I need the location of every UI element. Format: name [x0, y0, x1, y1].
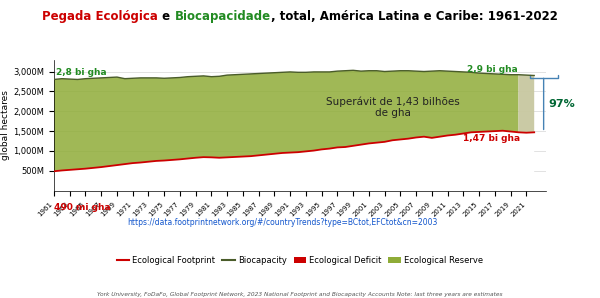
Text: 1,47 bi gha: 1,47 bi gha	[463, 134, 520, 143]
Text: https://data.footprintnetwork.org/#/countryTrends?type=BCtot,EFCtot&cn=2003: https://data.footprintnetwork.org/#/coun…	[127, 218, 437, 227]
Text: Pegada Ecológica: Pegada Ecológica	[43, 10, 158, 24]
Text: Biocapacidade: Biocapacidade	[175, 10, 271, 24]
Text: Superávit de 1,43 bilhões
de gha: Superávit de 1,43 bilhões de gha	[326, 96, 460, 118]
Text: e: e	[158, 10, 175, 24]
Text: 2,9 bi gha: 2,9 bi gha	[467, 65, 518, 74]
Text: York University, FoDaFo, Global Footprint Network, 2023 National Footprint and B: York University, FoDaFo, Global Footprin…	[97, 291, 503, 297]
Y-axis label: global hectares: global hectares	[1, 90, 11, 160]
Text: 490 mi gha: 490 mi gha	[54, 203, 110, 212]
Legend: Ecological Footprint, Biocapacity, Ecological Deficit, Ecological Reserve: Ecological Footprint, Biocapacity, Ecolo…	[113, 252, 487, 268]
Text: 97%: 97%	[548, 99, 575, 109]
Text: 2,8 bi gha: 2,8 bi gha	[56, 68, 107, 77]
Text: , total, América Latina e Caribe: 1961-2022: , total, América Latina e Caribe: 1961-2…	[271, 10, 557, 24]
